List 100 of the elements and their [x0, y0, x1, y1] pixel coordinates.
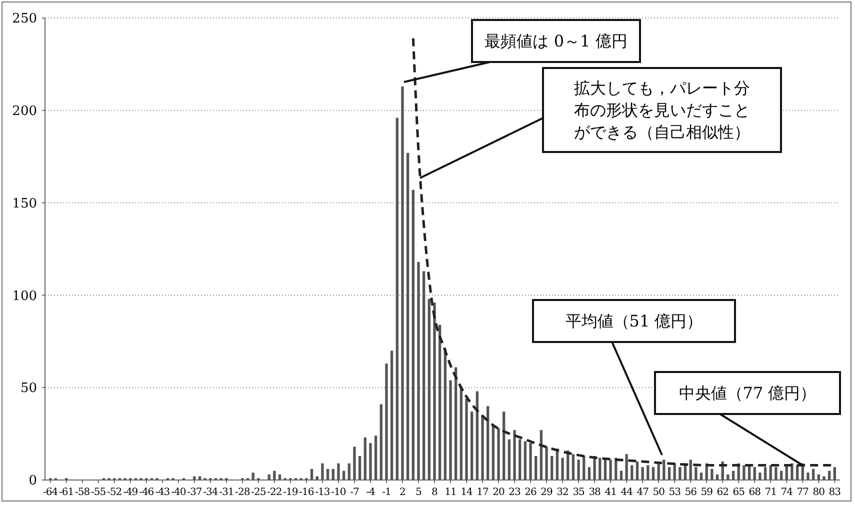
y-tick-label: 250 [12, 12, 37, 27]
bar [396, 118, 398, 480]
x-tick-label: -31 [219, 487, 234, 498]
bar [337, 463, 340, 480]
x-tick-label: 74 [780, 487, 793, 498]
bar [780, 470, 783, 480]
x-tick-label: 44 [620, 487, 633, 498]
bar [662, 460, 666, 480]
x-tick-label: 17 [476, 487, 489, 498]
bar [412, 190, 414, 480]
bar [465, 398, 468, 480]
y-tick-label: 200 [12, 104, 37, 119]
bar [385, 364, 388, 480]
bar [273, 470, 276, 480]
bar [321, 463, 324, 480]
bar [790, 463, 794, 480]
bar [348, 463, 350, 480]
x-tick-label: 59 [700, 487, 713, 498]
bar [497, 428, 500, 480]
bar [678, 467, 682, 480]
x-tick-label: -40 [171, 487, 186, 498]
bar [193, 476, 196, 480]
bar [353, 446, 356, 480]
x-tick-label: -52 [107, 487, 122, 498]
bar [822, 476, 826, 480]
x-tick-label: 77 [796, 487, 809, 498]
bar [769, 465, 772, 480]
bar [753, 467, 756, 480]
bar [774, 467, 778, 480]
bar [534, 456, 538, 480]
bar [694, 467, 698, 480]
x-tick-label: -43 [155, 487, 170, 498]
x-tick-label: 83 [828, 487, 841, 498]
bar [390, 350, 394, 480]
x-tick-label: -58 [75, 487, 90, 498]
bar [764, 467, 767, 480]
x-tick-label: 62 [716, 487, 729, 498]
bar [561, 458, 564, 480]
bar [833, 467, 836, 480]
bar [545, 446, 548, 480]
bar [598, 458, 602, 480]
x-tick-label: -34 [203, 487, 218, 498]
annotation: 最頻値は 0～1 億円 [484, 32, 628, 50]
x-tick-label: -19 [283, 487, 298, 498]
bar [422, 271, 426, 480]
x-tick-label: -10 [331, 487, 346, 498]
bar [726, 474, 730, 480]
x-tick-label: 2 [400, 487, 406, 498]
bar [252, 472, 254, 480]
bar [358, 456, 362, 480]
x-tick-label: 50 [652, 487, 665, 498]
bar [364, 437, 366, 480]
bar [316, 476, 318, 480]
bar [268, 474, 270, 480]
bar [492, 424, 495, 480]
x-tick-label: 80 [812, 487, 825, 498]
x-tick-label: 8 [432, 487, 438, 498]
bar [742, 465, 746, 480]
bar [342, 470, 346, 480]
bar [577, 460, 580, 480]
x-tick-label: 11 [444, 487, 456, 498]
x-tick-label: -16 [299, 487, 314, 498]
bar [668, 467, 671, 480]
bar [369, 443, 372, 480]
bar [444, 348, 446, 480]
bar [689, 460, 692, 480]
bar [406, 152, 410, 480]
bar [278, 474, 282, 480]
bar [310, 468, 314, 480]
bar [806, 472, 810, 480]
x-tick-label: 65 [732, 487, 745, 498]
x-tick-label: 23 [508, 487, 521, 498]
bar [636, 462, 639, 480]
y-tick-label: 50 [20, 381, 37, 396]
x-tick-label: -49 [123, 487, 138, 498]
bar [641, 467, 644, 480]
annotation: 拡大しても，パレート分布の形状を見いだすことができる（自己相似性） [574, 78, 750, 142]
x-tick-label: 71 [764, 487, 777, 498]
bar [417, 262, 420, 480]
x-tick-label: -55 [91, 487, 106, 498]
x-tick-label: -61 [59, 487, 74, 498]
bar [486, 406, 490, 480]
x-tick-label: 35 [572, 487, 585, 498]
bar [401, 86, 404, 480]
annotation: 平均値（51 億円） [565, 312, 703, 330]
bar [716, 474, 719, 480]
x-tick-label: 38 [588, 487, 601, 498]
x-tick-label: 47 [636, 487, 649, 498]
bar [380, 404, 382, 480]
x-tick-label: -22 [267, 487, 282, 498]
bar [481, 415, 484, 480]
x-tick-label: 56 [684, 487, 697, 498]
y-tick-label: 100 [12, 288, 37, 304]
x-tick-label: -7 [350, 487, 359, 498]
bar [460, 388, 463, 480]
x-tick-label: 14 [460, 487, 473, 498]
bar [657, 463, 660, 480]
bar [332, 468, 334, 480]
x-tick-label: -13 [315, 487, 330, 498]
bar [758, 472, 762, 480]
